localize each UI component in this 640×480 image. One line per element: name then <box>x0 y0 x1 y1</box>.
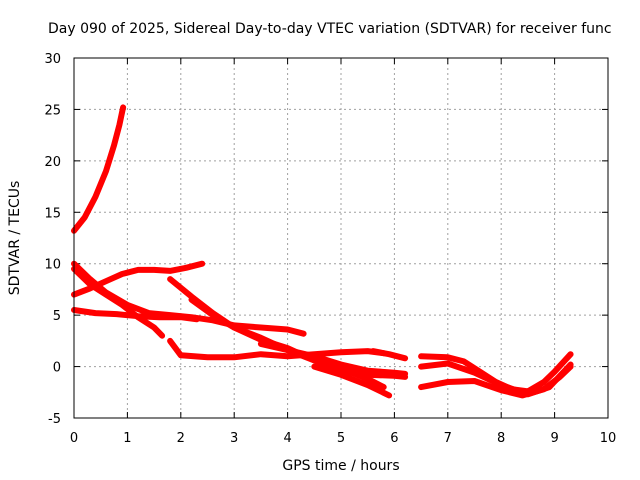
y-tick-label: 30 <box>44 52 61 67</box>
x-tick-label: 0 <box>70 431 78 446</box>
y-tick-label: 15 <box>44 206 61 221</box>
x-tick-label: 4 <box>283 431 291 446</box>
axis-ticks: 0 1 2 3 4 5 6 7 8 9 10 -5 0 5 10 15 20 25 30 <box>44 52 616 446</box>
series-track-1 <box>71 104 127 234</box>
y-tick-label: 0 <box>53 361 61 376</box>
x-tick-label: 10 <box>600 431 617 446</box>
series-track-5 <box>71 265 166 339</box>
y-tick-label: 20 <box>44 155 61 170</box>
y-tick-label: -5 <box>48 412 61 427</box>
x-tick-label: 3 <box>230 431 238 446</box>
x-tick-label: 2 <box>177 431 185 446</box>
series-track-14 <box>418 360 574 398</box>
series-track-8 <box>188 296 409 380</box>
x-tick-label: 8 <box>497 431 505 446</box>
series-track-9 <box>257 340 409 377</box>
y-axis-label: SDTVAR / TECUs <box>7 181 23 296</box>
grid <box>74 58 608 418</box>
y-tick-label: 25 <box>44 103 61 118</box>
x-tick-label: 5 <box>337 431 345 446</box>
y-tick-label: 10 <box>44 258 61 273</box>
series-track-6 <box>167 337 387 361</box>
x-tick-label: 9 <box>550 431 558 446</box>
x-tick-label: 1 <box>123 431 131 446</box>
data-series <box>71 104 574 399</box>
plot-frame <box>73 57 609 419</box>
x-tick-label: 7 <box>444 431 452 446</box>
y-tick-label: 5 <box>53 309 61 324</box>
series-track-11 <box>370 348 409 362</box>
chart-title: Day 090 of 2025, Sidereal Day-to-day VTE… <box>48 21 612 37</box>
x-axis-label: GPS time / hours <box>282 458 399 474</box>
series-track-10 <box>311 363 393 399</box>
x-tick-label: 6 <box>390 431 398 446</box>
